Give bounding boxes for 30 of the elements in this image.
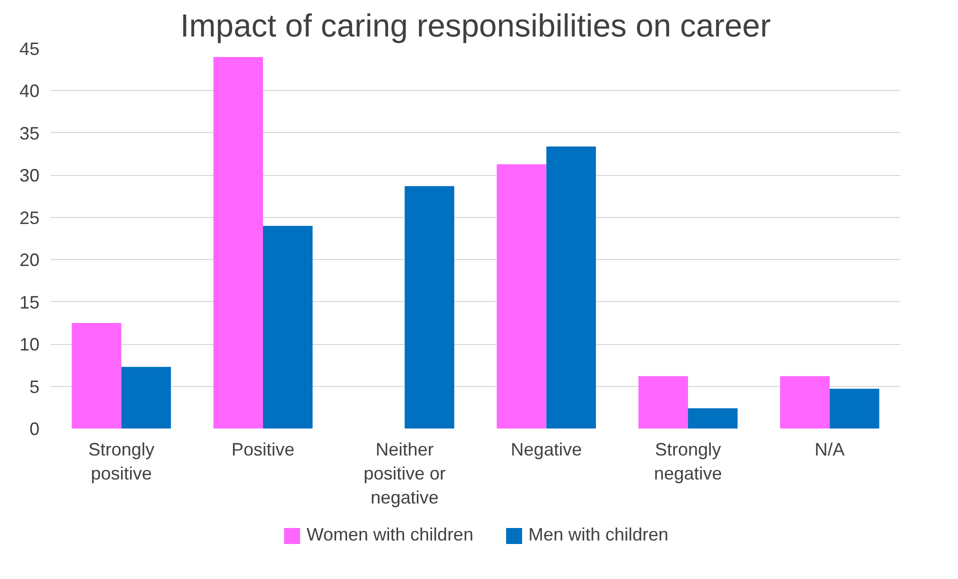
bar [121, 366, 171, 428]
y-tick-label: 20 [19, 250, 40, 270]
bar [546, 146, 596, 428]
bar [638, 376, 688, 428]
x-tick-label: Neither positive or negative [364, 440, 446, 508]
y-tick-label: 45 [19, 39, 40, 59]
bar [404, 186, 454, 428]
y-tick-label: 40 [19, 81, 40, 102]
bar [263, 226, 313, 428]
x-tick-label: N/A [814, 440, 845, 460]
bar [688, 408, 738, 428]
x-tick-label: Positive [231, 440, 295, 460]
y-tick-label: 30 [19, 166, 40, 186]
legend-label: Men with children [528, 524, 668, 546]
y-tick-label: 10 [19, 334, 40, 355]
y-tick-label: 25 [19, 208, 40, 228]
x-tick-label: Strongly negative [654, 440, 722, 484]
legend-label: Women with children [306, 524, 474, 546]
bar [496, 164, 546, 428]
bar [830, 388, 880, 428]
chart-title: Impact of caring responsibilities on career [180, 8, 772, 44]
y-tick-label: 5 [29, 376, 40, 397]
x-tick-label: Negative [510, 440, 582, 460]
bar [72, 322, 122, 428]
bar [213, 56, 263, 428]
y-tick-label: 35 [19, 123, 40, 144]
y-tick-label: 15 [19, 292, 40, 312]
bar [780, 376, 830, 428]
y-tick-label: 0 [29, 419, 40, 439]
x-tick-label: Strongly positive [88, 440, 154, 484]
